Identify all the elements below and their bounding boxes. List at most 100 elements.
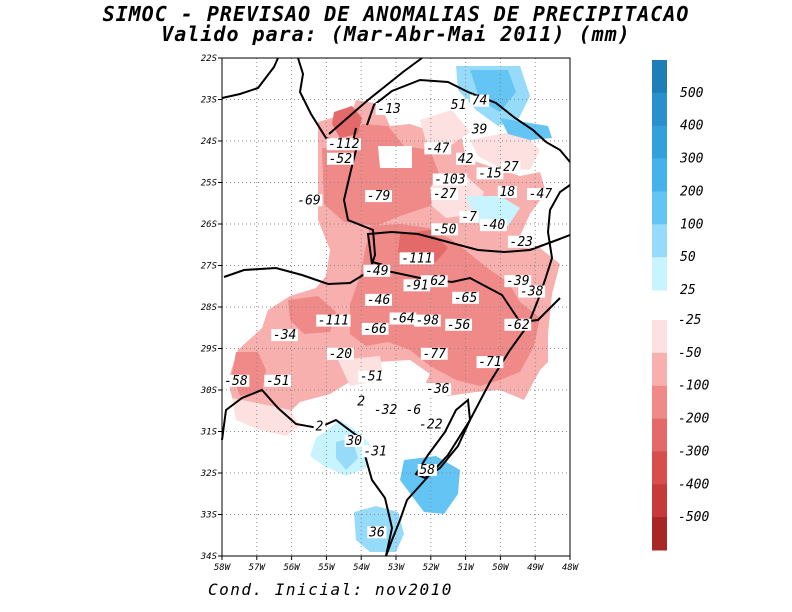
anomaly-value-label: -50 [433,222,457,237]
anomaly-value-label: -66 [363,322,387,337]
legend-label-negative: -50 [678,346,702,361]
anomaly-value-label: -27 [433,187,457,202]
value-label-bg [326,152,354,165]
anomaly-value-label: -32 [374,403,398,418]
lon-tick-label: 50W [492,563,510,573]
lat-tick-label: 26S [201,220,218,230]
value-label-bg [501,161,521,174]
lat-tick-label: 27S [201,262,218,272]
legend-swatch-negative [652,320,667,354]
anomaly-value-label: -49 [365,264,388,279]
lon-tick-label: 54W [353,563,371,573]
value-label-bg [358,370,386,383]
value-label-bg [456,152,476,165]
lat-tick-label: 25S [201,179,218,189]
value-label-bg [445,318,473,331]
border-argentina-paraguay [221,57,279,99]
anomaly-value-label: -47 [529,187,553,202]
value-label-bg [424,383,452,396]
anomaly-value-label: 2 [357,395,365,410]
value-label-bg [313,420,326,433]
value-label-bg [420,347,448,360]
value-label-bg [431,223,459,236]
value-label-bg [431,188,459,201]
anomaly-value-label: -13 [377,102,400,117]
map-title: SIMOC - PREVISAO DE ANOMALIAS DE PRECIPI… [102,2,690,26]
anomaly-value-label: 51 [451,98,467,113]
anomaly-value-label: 74 [472,94,488,109]
anomaly-value-label: -15 [478,166,502,181]
lon-tick-label: 53W [388,563,406,573]
anomaly-value-label: -112 [328,137,359,152]
anomaly-value-labels: -13 51 74 39 -112 -47 -52 42 27-15 -103 18 -47 -27 -6… [222,94,554,540]
map-subtitle: Valido para: (Mar-Abr-Mai 2011) (mm) [161,22,631,46]
anomaly-value-label: -56 [447,318,471,333]
value-label-bg [518,285,546,298]
lat-tick-label: 28S [201,303,218,313]
legend-label-negative: -100 [678,379,709,394]
anomaly-patch [378,146,412,168]
anomaly-value-label: -91 [405,278,428,293]
value-label-bg [417,418,445,431]
lat-tick-label: 31S [200,428,218,438]
legend-swatch-positive [652,257,667,291]
anomaly-patch [374,360,430,390]
lat-tick-label: 30S [200,386,218,396]
legend-label-negative: -25 [678,313,702,328]
lon-tick-label: 56W [283,563,301,573]
legend-label-negative: -400 [678,477,709,492]
value-label-bg [363,264,391,277]
legend-label-positive: 100 [680,217,704,232]
legend-label-positive: 25 [680,283,696,298]
anomaly-value-label: 2 [316,419,324,434]
value-label-bg [424,142,452,155]
anomaly-value-label: -111 [401,251,432,266]
legend-colorbar: 500 400 300 200 100 50 25 -25 -50 -100 -200 -300 -40… [652,60,709,551]
legend-label-positive: 200 [680,184,704,199]
legend-swatch-negative [652,517,667,551]
anomaly-value-label: 18 [500,185,516,200]
value-label-bg [365,293,392,306]
anomaly-value-label: -52 [329,152,353,167]
anomaly-value-label: -34 [273,328,296,343]
border-pr-sc [366,230,571,265]
lon-tick-label: 48W [562,563,580,573]
lon-tick-label: 49W [527,563,545,573]
anomaly-value-label: -77 [423,347,447,362]
anomaly-value-label: 39 [471,123,488,138]
anomaly-value-label: 27 [503,160,519,175]
lon-tick-label: 55W [318,563,336,573]
anomaly-patch [470,70,516,112]
lon-tick-label: 58W [214,563,232,573]
axis-ticks: 22S23S24S25S26S27S28S29S30S31S32S33S34S5… [200,54,580,573]
anomaly-value-label: -79 [367,189,390,204]
legend-swatch-negative [652,352,667,387]
lon-tick-label: 52W [423,563,441,573]
anomaly-value-label: 30 [345,434,362,449]
legend-label-negative: -200 [678,412,709,427]
lat-tick-label: 22S [201,54,218,64]
anomaly-value-label: -98 [416,314,440,329]
value-label-bg [316,314,351,327]
anomaly-value-label: -51 [360,370,383,385]
anomaly-value-label: -71 [478,355,501,370]
anomaly-value-label: -65 [454,291,478,306]
value-label-bg [389,312,417,325]
anomaly-patch [420,110,470,146]
value-label-bg [264,374,292,387]
value-label-bg [326,138,361,151]
lat-tick-label: 34S [200,552,218,562]
legend-swatch-negative [652,451,667,485]
anomaly-value-label: 36 [368,525,385,540]
legend-label-positive: 400 [680,119,704,134]
value-label-bg [367,526,387,539]
value-label-bg [399,252,435,265]
legend-swatch-positive [652,92,667,127]
legend-label-negative: -300 [678,444,709,459]
value-label-bg [527,188,554,201]
lon-tick-label: 51W [457,563,475,573]
anomaly-value-label: -62 [506,318,530,333]
anomaly-value-label: -7 [461,210,477,225]
anomaly-value-label: -64 [391,312,414,327]
value-label-bg [504,275,532,288]
